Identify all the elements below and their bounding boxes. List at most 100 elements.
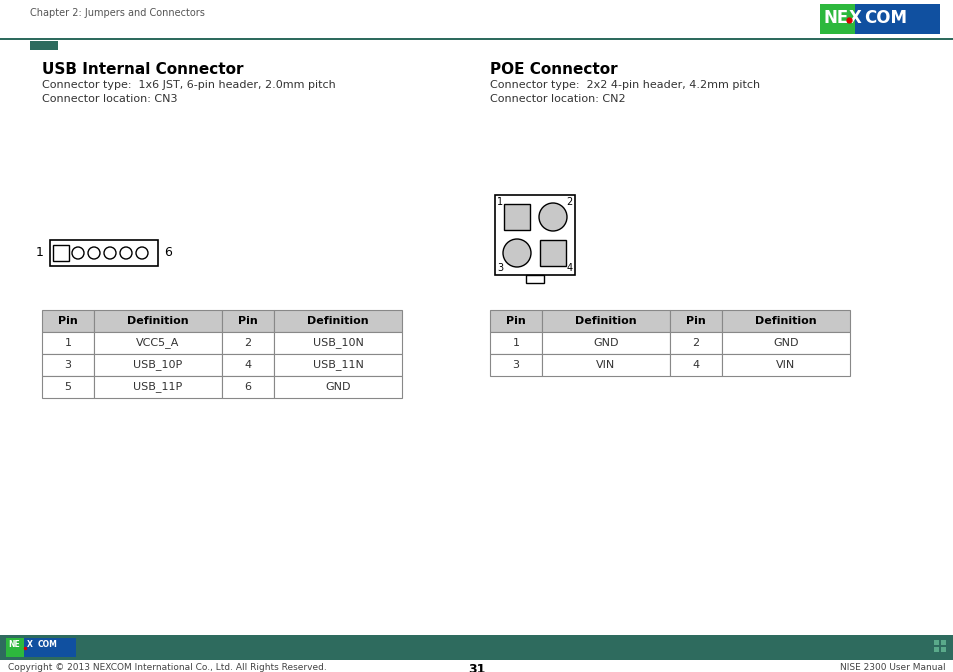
Bar <box>274 332 401 354</box>
Bar <box>222 310 274 332</box>
Text: Connector location: CN2: Connector location: CN2 <box>490 94 625 104</box>
Text: Connector type:  1x6 JST, 6-pin header, 2.0mm pitch: Connector type: 1x6 JST, 6-pin header, 2… <box>42 80 335 90</box>
Bar <box>30 41 58 50</box>
Text: GND: GND <box>593 338 618 348</box>
Text: NISE 2300 User Manual: NISE 2300 User Manual <box>840 663 945 672</box>
Bar <box>0 635 953 660</box>
Text: X: X <box>848 9 861 27</box>
Bar <box>0 38 953 40</box>
Bar <box>42 376 94 398</box>
Text: Connector type:  2x2 4-pin header, 4.2mm pitch: Connector type: 2x2 4-pin header, 4.2mm … <box>490 80 760 90</box>
Text: USB_11N: USB_11N <box>313 360 363 370</box>
Bar <box>490 332 541 354</box>
Text: 1: 1 <box>36 247 44 259</box>
Bar <box>490 354 541 376</box>
Bar <box>274 354 401 376</box>
Text: VIN: VIN <box>776 360 795 370</box>
Text: Pin: Pin <box>238 316 257 326</box>
Text: Copyright © 2013 NEXCOM International Co., Ltd. All Rights Reserved.: Copyright © 2013 NEXCOM International Co… <box>8 663 327 672</box>
Text: X: X <box>27 640 32 649</box>
Text: COM: COM <box>863 9 906 27</box>
Bar <box>222 332 274 354</box>
Bar <box>222 376 274 398</box>
Text: NE: NE <box>823 9 848 27</box>
Text: 3: 3 <box>65 360 71 370</box>
Circle shape <box>104 247 116 259</box>
Text: USB_10N: USB_10N <box>313 337 363 349</box>
Text: VIN: VIN <box>596 360 615 370</box>
Text: GND: GND <box>773 338 798 348</box>
Text: USB_10P: USB_10P <box>133 360 182 370</box>
Bar <box>940 647 945 652</box>
Circle shape <box>120 247 132 259</box>
Bar <box>820 4 854 34</box>
Bar <box>933 640 938 645</box>
Bar <box>94 354 222 376</box>
Bar <box>669 332 721 354</box>
Text: 6: 6 <box>164 247 172 259</box>
Bar <box>669 310 721 332</box>
Text: 2: 2 <box>692 338 699 348</box>
Bar <box>539 240 565 266</box>
Text: POE Connector: POE Connector <box>490 62 617 77</box>
Text: Definition: Definition <box>755 316 816 326</box>
Text: 1: 1 <box>512 338 519 348</box>
Circle shape <box>88 247 100 259</box>
Text: 1: 1 <box>497 197 502 207</box>
Bar <box>541 354 669 376</box>
Bar <box>721 354 849 376</box>
Text: Pin: Pin <box>58 316 78 326</box>
Bar <box>24 638 76 657</box>
Text: 4: 4 <box>244 360 252 370</box>
Bar <box>721 310 849 332</box>
Text: GND: GND <box>325 382 351 392</box>
Text: NE: NE <box>8 640 20 649</box>
Circle shape <box>502 239 531 267</box>
Bar <box>669 354 721 376</box>
Text: 4: 4 <box>692 360 699 370</box>
Bar <box>541 310 669 332</box>
Bar <box>94 332 222 354</box>
Bar <box>495 195 575 275</box>
Circle shape <box>136 247 148 259</box>
Bar <box>94 376 222 398</box>
Bar <box>940 640 945 645</box>
Bar <box>721 332 849 354</box>
Text: COM: COM <box>38 640 58 649</box>
Text: 31: 31 <box>468 663 485 672</box>
Text: 5: 5 <box>65 382 71 392</box>
Bar <box>53 245 69 261</box>
Text: 3: 3 <box>497 263 502 273</box>
Text: Pin: Pin <box>685 316 705 326</box>
Bar <box>50 240 158 266</box>
Text: Definition: Definition <box>575 316 637 326</box>
Bar <box>933 647 938 652</box>
Bar <box>541 332 669 354</box>
Bar <box>6 638 24 657</box>
Bar <box>274 376 401 398</box>
Bar <box>94 310 222 332</box>
Text: 2: 2 <box>244 338 252 348</box>
Text: 3: 3 <box>512 360 519 370</box>
Text: VCC5_A: VCC5_A <box>136 337 179 349</box>
Text: USB Internal Connector: USB Internal Connector <box>42 62 243 77</box>
Text: 1: 1 <box>65 338 71 348</box>
Bar <box>503 204 530 230</box>
Bar <box>854 4 939 34</box>
Bar <box>42 354 94 376</box>
Text: USB_11P: USB_11P <box>133 382 182 392</box>
Circle shape <box>538 203 566 231</box>
Bar <box>42 332 94 354</box>
Bar <box>274 310 401 332</box>
Text: 6: 6 <box>244 382 252 392</box>
Text: Chapter 2: Jumpers and Connectors: Chapter 2: Jumpers and Connectors <box>30 8 205 18</box>
Text: Connector location: CN3: Connector location: CN3 <box>42 94 177 104</box>
Text: 4: 4 <box>566 263 573 273</box>
Bar <box>222 354 274 376</box>
Bar <box>490 310 541 332</box>
Text: Pin: Pin <box>506 316 525 326</box>
Text: Definition: Definition <box>127 316 189 326</box>
Bar <box>42 310 94 332</box>
Text: 2: 2 <box>566 197 573 207</box>
Text: Definition: Definition <box>307 316 369 326</box>
